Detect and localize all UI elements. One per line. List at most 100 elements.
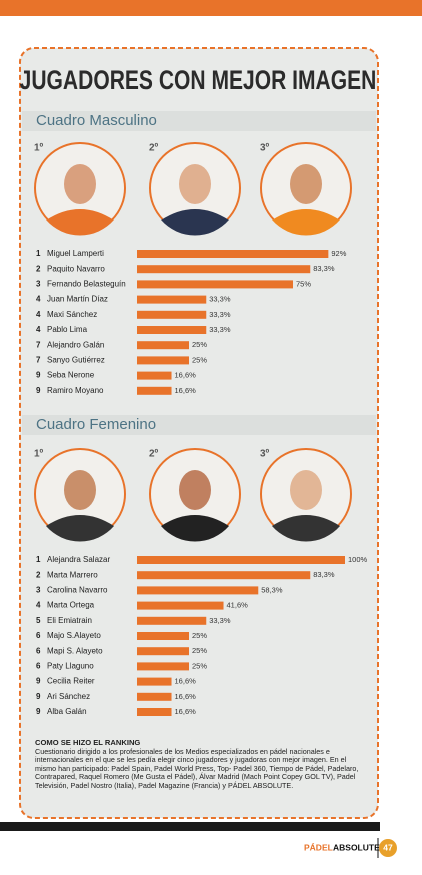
bar xyxy=(137,556,345,564)
bar xyxy=(137,326,207,334)
rank: 7 xyxy=(36,340,41,349)
value-label: 16,6% xyxy=(175,371,197,380)
podium-label: 2º xyxy=(149,449,159,460)
value-label: 83,3% xyxy=(313,264,335,273)
player-name: Cecilia Reiter xyxy=(47,677,95,686)
rank: 9 xyxy=(36,692,41,701)
photo-shirt xyxy=(272,209,340,236)
photo-shirt xyxy=(161,209,229,236)
value-label: 25% xyxy=(192,646,207,655)
podium-label: 1º xyxy=(34,449,44,460)
player-name: Seba Nerone xyxy=(47,371,95,380)
rank: 3 xyxy=(36,586,41,595)
podium-label: 1º xyxy=(34,143,44,154)
photo-shirt xyxy=(272,515,340,542)
value-label: 83,3% xyxy=(313,570,335,579)
photo-head xyxy=(290,470,322,510)
page-badge xyxy=(379,839,397,857)
player-name: Maxi Sánchez xyxy=(47,310,97,319)
player-name: Pablo Lima xyxy=(47,325,88,334)
photo-shirt xyxy=(46,209,114,236)
value-label: 33,3% xyxy=(209,310,231,319)
value-label: 41,6% xyxy=(227,601,249,610)
rank: 6 xyxy=(36,631,41,640)
bottom-band xyxy=(0,822,380,831)
photo-head xyxy=(179,164,211,204)
bar xyxy=(137,265,311,274)
player-name: Juan Martín Díaz xyxy=(47,295,108,304)
value-label: 25% xyxy=(192,661,207,670)
value-label: 75% xyxy=(296,279,311,288)
value-label: 25% xyxy=(192,340,207,349)
note: COMO SE HIZO EL RANKING Cuestionario dir… xyxy=(35,738,365,791)
photo-head xyxy=(64,164,96,204)
podium-label: 3º xyxy=(260,449,270,460)
bar xyxy=(137,371,172,380)
bar xyxy=(137,571,311,580)
bar xyxy=(137,601,224,610)
rank: 9 xyxy=(36,371,41,380)
rank: 5 xyxy=(36,616,41,625)
value-label: 16,6% xyxy=(175,707,197,716)
bar xyxy=(137,280,293,289)
value-label: 33,3% xyxy=(209,616,231,625)
player-name: Marta Ortega xyxy=(47,601,95,610)
photo-head xyxy=(179,470,211,510)
bar xyxy=(137,310,207,319)
value-label: 33,3% xyxy=(209,325,231,334)
player-name: Paquito Navarro xyxy=(47,264,105,273)
rank: 2 xyxy=(36,570,41,579)
player-name: Carolina Navarro xyxy=(47,586,108,595)
bar xyxy=(137,356,189,365)
rank: 9 xyxy=(36,677,41,686)
value-label: 33,3% xyxy=(209,295,231,304)
bar xyxy=(137,632,189,640)
bar xyxy=(137,386,172,395)
section-title: Cuadro Femenino xyxy=(36,416,156,433)
photo-head xyxy=(290,164,322,204)
player-name: Sanyo Gutiérrez xyxy=(47,356,105,365)
section-title: Cuadro Masculino xyxy=(36,112,157,129)
player-name: Miguel Lamperti xyxy=(47,249,104,258)
rank: 9 xyxy=(36,386,41,395)
player-name: Paty Llaguno xyxy=(47,662,94,671)
rank: 1 xyxy=(36,249,41,258)
bar xyxy=(137,692,172,701)
photo-shirt xyxy=(161,515,229,542)
player-name: Ari Sánchez xyxy=(47,692,90,701)
section-band xyxy=(22,415,376,435)
value-label: 25% xyxy=(192,631,207,640)
player-name: Ramiro Moyano xyxy=(47,386,104,395)
player-name: Majo S.Alayeto xyxy=(47,631,101,640)
player-name: Mapi S. Alayeto xyxy=(47,646,103,655)
bar xyxy=(137,586,259,595)
podium-label: 2º xyxy=(149,143,159,154)
rank: 6 xyxy=(36,662,41,671)
bar xyxy=(137,647,189,656)
player-name: Alejandra Salazar xyxy=(47,555,110,564)
player-name: Eli Emiatrain xyxy=(47,616,92,625)
value-label: 25% xyxy=(192,355,207,364)
rank: 4 xyxy=(36,325,41,334)
rank: 4 xyxy=(36,601,41,610)
value-label: 16,6% xyxy=(175,677,197,686)
photo-shirt xyxy=(46,515,114,542)
bar xyxy=(137,250,329,258)
player-name: Marta Marrero xyxy=(47,570,98,579)
note-heading: COMO SE HIZO EL RANKING xyxy=(35,738,141,747)
rank: 2 xyxy=(36,264,41,273)
bar xyxy=(137,295,207,304)
bar xyxy=(137,708,172,716)
value-label: 16,6% xyxy=(175,692,197,701)
bar xyxy=(137,662,189,671)
rank: 4 xyxy=(36,310,41,319)
rank: 6 xyxy=(36,646,41,655)
value-label: 16,6% xyxy=(175,386,197,395)
rank: 7 xyxy=(36,356,41,365)
brand-first: PÁDEL xyxy=(304,842,333,852)
rank: 4 xyxy=(36,295,41,304)
player-name: Alba Galán xyxy=(47,707,87,716)
top-band xyxy=(0,0,422,16)
section-band xyxy=(22,111,376,131)
